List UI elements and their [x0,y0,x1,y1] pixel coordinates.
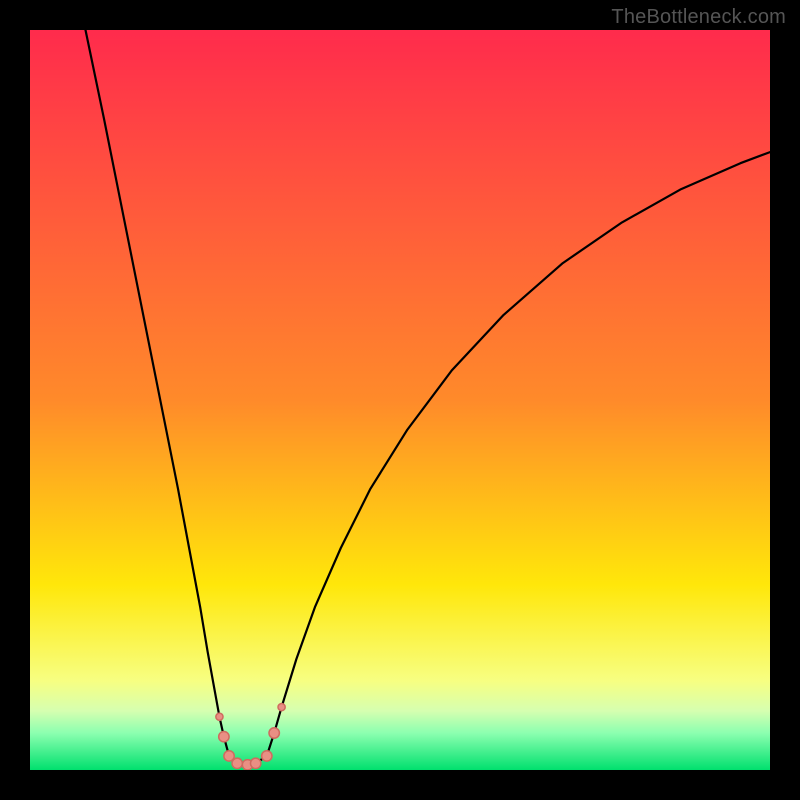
bottleneck-plot [30,30,770,770]
marker-layer [216,704,285,771]
data-marker [232,758,242,768]
curve-left-branch [86,30,230,756]
data-marker [251,758,261,768]
data-marker [262,751,272,761]
data-marker [216,713,223,720]
data-marker [278,704,285,711]
data-marker [269,728,279,738]
plot-svg [30,30,770,770]
watermark-text: TheBottleneck.com [611,6,786,29]
data-marker [219,732,229,742]
curve-right-branch [267,152,770,756]
